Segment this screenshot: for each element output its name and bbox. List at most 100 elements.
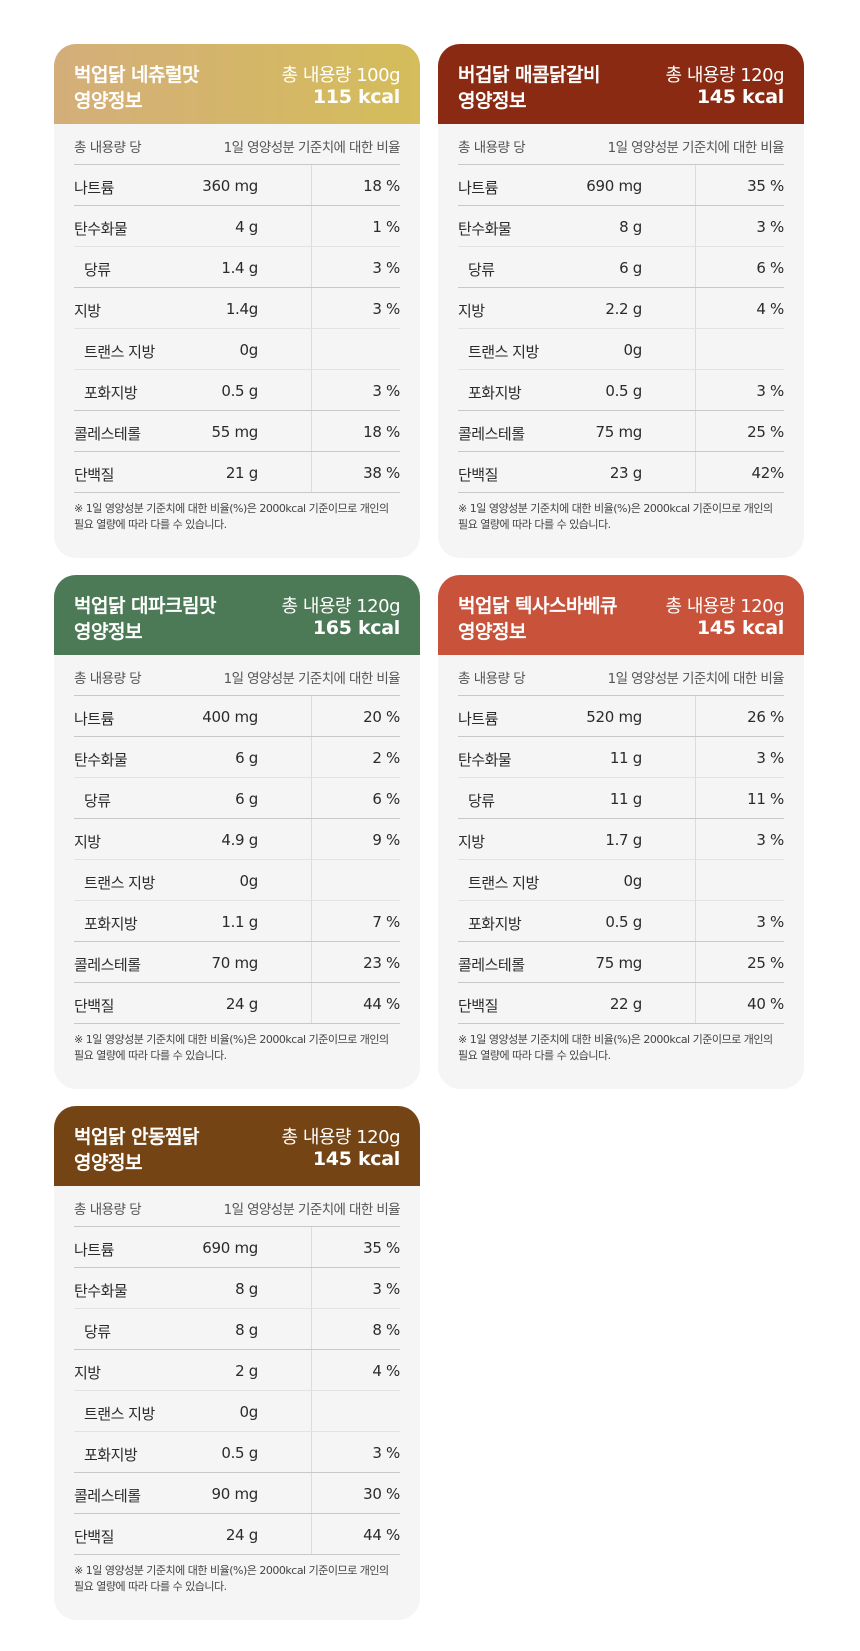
product-name: 벅업닭 네츄럴맛 bbox=[74, 64, 199, 86]
column-divider bbox=[311, 860, 312, 900]
nutrient-row-sat-fat: 포화지방 1.1 g 7 % bbox=[74, 901, 400, 942]
daily-value-percent: 3 % bbox=[756, 749, 784, 767]
nutrient-amount: 0.5 g bbox=[221, 382, 258, 400]
nutrient-table: 나트륨 520 mg 26 % 탄수화물 11 g 3 % 당류 11 g 11 % 지방 1.7 … bbox=[438, 696, 804, 1024]
daily-value-percent: 3 % bbox=[756, 913, 784, 931]
nutrient-amount: 6 g bbox=[235, 790, 258, 808]
nutrient-row-fat: 지방 2.2 g 4 % bbox=[458, 288, 784, 329]
footnote-line-1: ※ 1일 영양성분 기준치에 대한 비율(%)은 2000kcal 기준이므로 … bbox=[74, 1564, 389, 1577]
nutrient-amount: 690 mg bbox=[202, 1239, 258, 1257]
nutrient-name: 단백질 bbox=[74, 466, 114, 484]
nutrient-amount: 6 g bbox=[235, 749, 258, 767]
nutrient-name: 포화지방 bbox=[468, 915, 522, 933]
nutrient-row-sodium: 나트륨 520 mg 26 % bbox=[458, 696, 784, 737]
column-divider bbox=[311, 1391, 312, 1431]
column-divider bbox=[311, 165, 312, 205]
nutrient-amount: 1.4g bbox=[225, 300, 258, 318]
daily-value-percent: 18 % bbox=[363, 177, 400, 195]
column-divider bbox=[695, 165, 696, 205]
table-subheader: 총 내용량 당 1일 영양성분 기준치에 대한 비율 bbox=[458, 124, 785, 165]
calories: 115 kcal bbox=[312, 86, 400, 108]
nutrition-info-title: 영양정보 bbox=[74, 621, 142, 643]
nutrient-amount: 0g bbox=[239, 341, 259, 359]
daily-value-percent: 3 % bbox=[372, 382, 400, 400]
nutrient-name: 지방 bbox=[74, 833, 101, 851]
per-total-label: 총 내용량 당 bbox=[458, 140, 526, 156]
nutrient-row-fat: 지방 2 g 4 % bbox=[74, 1350, 400, 1391]
nutrient-amount: 0g bbox=[623, 872, 643, 890]
calories: 165 kcal bbox=[312, 617, 400, 639]
card-header: 벅업닭 대파크림맛 영양정보 총 내용량 120g 165 kcal bbox=[54, 575, 420, 655]
column-divider bbox=[311, 452, 312, 492]
total-weight: 총 내용량 100g bbox=[281, 65, 401, 86]
nutrient-row-sat-fat: 포화지방 0.5 g 3 % bbox=[74, 1432, 400, 1473]
footnote-line-2: 필요 열량에 따라 다를 수 있습니다. bbox=[458, 1049, 611, 1062]
nutrient-name: 단백질 bbox=[74, 1528, 114, 1546]
column-divider bbox=[695, 860, 696, 900]
nutrient-row-sodium: 나트륨 360 mg 18 % bbox=[74, 165, 400, 206]
column-divider bbox=[695, 942, 696, 982]
nutrient-name: 당류 bbox=[468, 792, 495, 810]
nutrient-amount: 70 mg bbox=[211, 954, 259, 972]
nutrient-name: 나트륨 bbox=[74, 179, 114, 197]
nutrient-row-protein: 단백질 23 g 42% bbox=[458, 452, 784, 493]
footnote: ※ 1일 영양성분 기준치에 대한 비율(%)은 2000kcal 기준이므로 … bbox=[74, 1032, 400, 1064]
daily-value-percent: 3 % bbox=[372, 300, 400, 318]
column-divider bbox=[695, 901, 696, 941]
column-divider bbox=[311, 901, 312, 941]
nutrient-row-carbs: 탄수화물 6 g 2 % bbox=[74, 737, 400, 778]
nutrient-name: 나트륨 bbox=[74, 710, 114, 728]
nutrient-row-protein: 단백질 24 g 44 % bbox=[74, 1514, 400, 1555]
nutrient-row-sat-fat: 포화지방 0.5 g 3 % bbox=[458, 370, 784, 411]
nutrient-amount: 1.7 g bbox=[605, 831, 642, 849]
daily-value-label: 1일 영양성분 기준치에 대한 비율 bbox=[607, 671, 785, 687]
calories: 145 kcal bbox=[312, 1148, 400, 1170]
nutrient-name: 단백질 bbox=[458, 466, 498, 484]
nutrient-row-sodium: 나트륨 690 mg 35 % bbox=[458, 165, 784, 206]
nutrient-row-sodium: 나트륨 690 mg 35 % bbox=[74, 1227, 400, 1268]
nutrient-amount: 22 g bbox=[609, 995, 642, 1013]
column-divider bbox=[695, 778, 696, 818]
footnote-line-2: 필요 열량에 따라 다를 수 있습니다. bbox=[74, 1580, 227, 1593]
column-divider bbox=[695, 206, 696, 246]
nutrient-name: 포화지방 bbox=[84, 1446, 138, 1464]
nutrient-row-sodium: 나트륨 400 mg 20 % bbox=[74, 696, 400, 737]
daily-value-percent: 23 % bbox=[363, 954, 400, 972]
nutrient-row-cholesterol: 콜레스테롤 55 mg 18 % bbox=[74, 411, 400, 452]
column-divider bbox=[311, 1514, 312, 1554]
nutrient-row-fat: 지방 4.9 g 9 % bbox=[74, 819, 400, 860]
footnote: ※ 1일 영양성분 기준치에 대한 비율(%)은 2000kcal 기준이므로 … bbox=[74, 501, 400, 533]
daily-value-label: 1일 영양성분 기준치에 대한 비율 bbox=[607, 140, 785, 156]
daily-value-percent: 3 % bbox=[756, 831, 784, 849]
daily-value-percent: 3 % bbox=[372, 1444, 400, 1462]
column-divider bbox=[311, 819, 312, 859]
nutrient-amount: 11 g bbox=[609, 790, 642, 808]
nutrient-amount: 8 g bbox=[235, 1280, 258, 1298]
nutrition-info-title: 영양정보 bbox=[74, 90, 142, 112]
nutrient-amount: 75 mg bbox=[595, 954, 643, 972]
nutrient-amount: 0.5 g bbox=[221, 1444, 258, 1462]
card-header: 벅업닭 네츄럴맛 영양정보 총 내용량 100g 115 kcal bbox=[54, 44, 420, 124]
nutrient-name: 당류 bbox=[84, 1323, 111, 1341]
nutrient-amount: 0.5 g bbox=[605, 382, 642, 400]
column-divider bbox=[695, 983, 696, 1023]
column-divider bbox=[311, 696, 312, 736]
column-divider bbox=[311, 411, 312, 451]
nutrient-row-sugars: 당류 11 g 11 % bbox=[458, 778, 784, 819]
nutrient-name: 콜레스테롤 bbox=[458, 425, 525, 443]
daily-value-percent: 1 % bbox=[372, 218, 400, 236]
nutrient-amount: 23 g bbox=[609, 464, 642, 482]
daily-value-percent: 38 % bbox=[363, 464, 400, 482]
nutrient-amount: 24 g bbox=[225, 995, 258, 1013]
nutrient-name: 당류 bbox=[84, 792, 111, 810]
nutrient-table: 나트륨 360 mg 18 % 탄수화물 4 g 1 % 당류 1.4 g 3 % 지방 1.4g 3… bbox=[54, 165, 420, 493]
column-divider bbox=[311, 778, 312, 818]
nutrient-row-fat: 지방 1.7 g 3 % bbox=[458, 819, 784, 860]
daily-value-percent: 3 % bbox=[372, 259, 400, 277]
nutrient-name: 지방 bbox=[458, 302, 485, 320]
total-weight: 총 내용량 120g bbox=[281, 596, 401, 617]
nutrient-amount: 4.9 g bbox=[221, 831, 258, 849]
footnote-line-1: ※ 1일 영양성분 기준치에 대한 비율(%)은 2000kcal 기준이므로 … bbox=[74, 1033, 389, 1046]
nutrient-name: 탄수화물 bbox=[74, 220, 128, 238]
nutrition-info-title: 영양정보 bbox=[458, 621, 526, 643]
